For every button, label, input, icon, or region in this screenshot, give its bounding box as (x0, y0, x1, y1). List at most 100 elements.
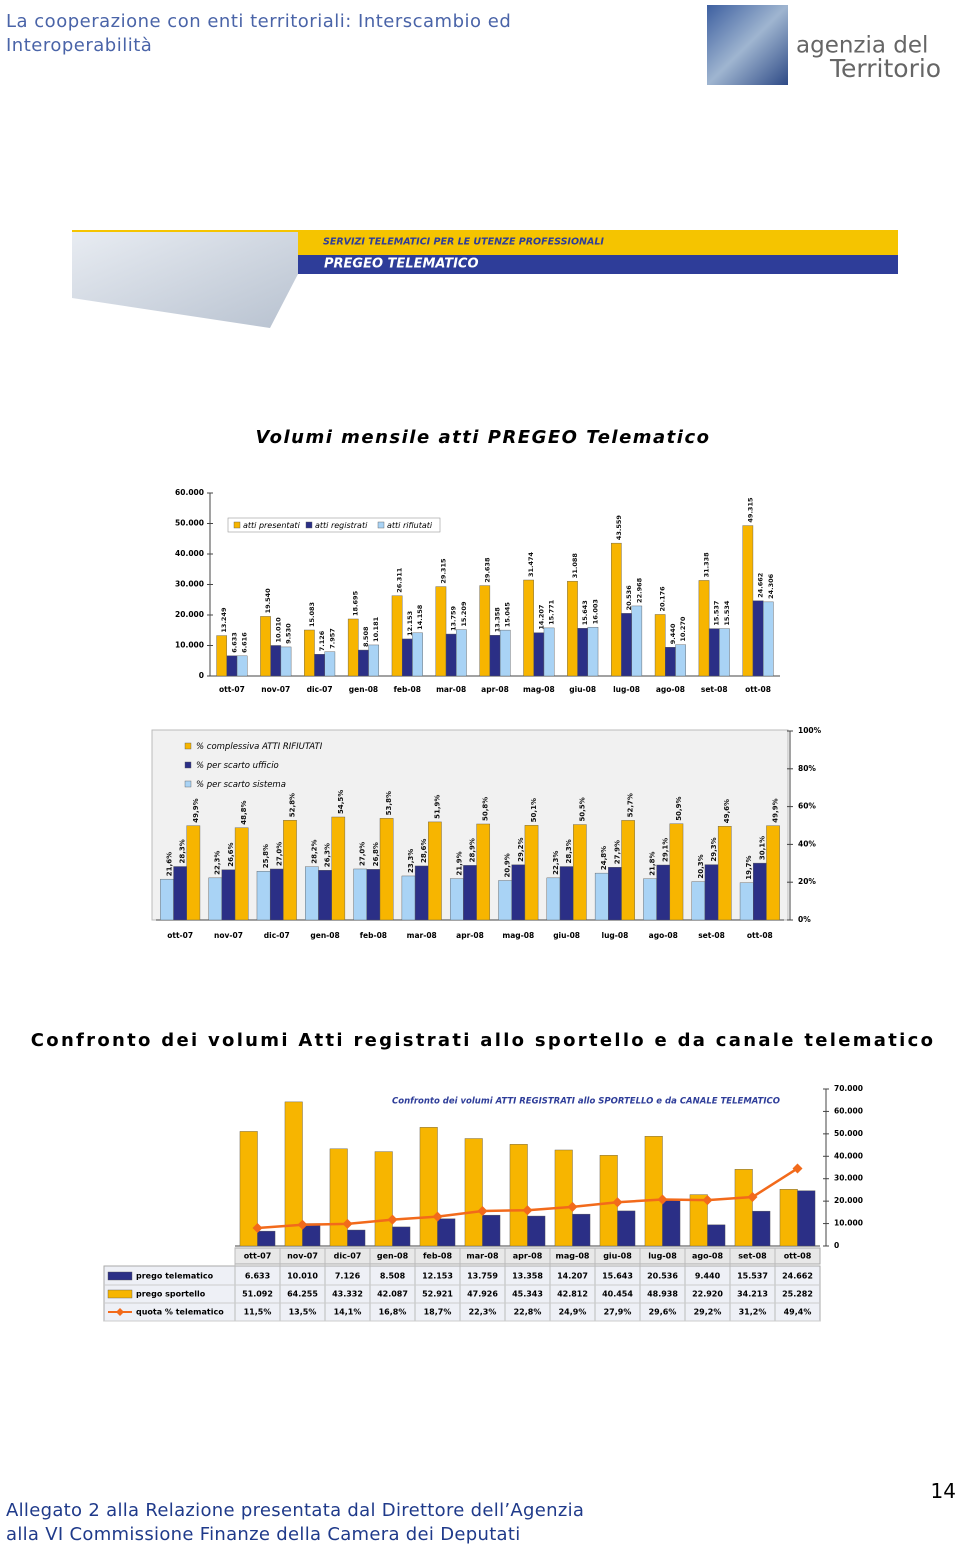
bar (707, 1224, 726, 1247)
data-label: 54,5% (337, 790, 345, 814)
bar (379, 818, 394, 921)
bar (476, 823, 491, 921)
data-label: 15.537 (713, 601, 721, 626)
table-cell: 42.812 (557, 1290, 588, 1299)
bar (449, 878, 464, 921)
y-tick-label: 60.000 (175, 488, 204, 497)
data-label: 15.643 (581, 600, 589, 625)
bar (617, 1210, 636, 1247)
data-label: 23,3% (407, 849, 415, 873)
x-tick-label: giu-08 (603, 1252, 632, 1261)
line-marker (657, 1194, 668, 1205)
table-cell: 64.255 (287, 1290, 318, 1299)
x-tick-label: apr-08 (513, 1252, 543, 1261)
bar (186, 825, 201, 921)
banner-title: PREGEO TELEMATICO (324, 257, 479, 272)
table-cell: 11,5% (244, 1308, 272, 1317)
y-tick-label: 80% (798, 764, 816, 773)
table-cell: 15.643 (602, 1272, 633, 1281)
bar (445, 633, 457, 677)
data-label: 19,7% (745, 855, 753, 879)
data-label: 10.181 (372, 616, 380, 642)
data-label: 7.126 (318, 630, 326, 651)
bar (554, 1149, 573, 1247)
data-label: 10.010 (274, 617, 282, 643)
x-tick-label: ott-07 (244, 1252, 272, 1261)
page-number: 14 (930, 1479, 956, 1503)
table-cell: 52.921 (422, 1290, 453, 1299)
legend-label: % complessiva ATTI RIFIUTATI (196, 742, 323, 752)
table-cell: 13.358 (512, 1272, 543, 1281)
x-tick-label: nov-07 (287, 1252, 318, 1261)
data-label: 49,9% (772, 798, 780, 822)
legend-swatch (184, 761, 192, 769)
legend-label: % per scarto ufficio (196, 761, 279, 771)
line-marker (567, 1201, 578, 1212)
bar (314, 654, 325, 677)
bar (256, 871, 271, 921)
bar (226, 655, 238, 677)
table-cell: 49,4% (784, 1308, 812, 1317)
bar (305, 866, 319, 921)
data-label: 14.158 (416, 604, 424, 630)
bar (511, 864, 526, 921)
x-tick-label: mar-08 (407, 931, 437, 940)
table-cell: 24.662 (782, 1272, 813, 1281)
table-cell: 6.633 (245, 1272, 270, 1281)
legend-label: quota % telematico (136, 1308, 224, 1317)
data-label: 15.083 (308, 602, 316, 627)
chart-title: Confronto dei volumi ATTI REGISTRATI all… (392, 1097, 780, 1107)
banner-subtitle: SERVIZI TELEMATICI PER LE UTENZE PROFESS… (323, 237, 604, 248)
table-cell: 10.010 (287, 1272, 318, 1281)
y-tick-label: 40% (798, 839, 816, 848)
bar (498, 880, 512, 921)
bar (234, 827, 249, 921)
data-label: 27,9% (613, 840, 621, 864)
bar (270, 645, 282, 677)
bar (753, 862, 767, 921)
legend-swatch (107, 1289, 133, 1299)
bar (572, 1213, 591, 1247)
bar (329, 1148, 348, 1247)
table-cell: 16,8% (379, 1308, 407, 1317)
bar (779, 1189, 798, 1247)
bar (208, 877, 223, 921)
footer-line: Allegato 2 alla Relazione presentata dal… (6, 1500, 585, 1521)
data-label: 15.209 (460, 601, 468, 627)
data-label: 52,7% (627, 793, 635, 817)
line-marker (432, 1211, 443, 1222)
data-label: 14.207 (537, 605, 545, 630)
data-label: 31.338 (703, 552, 711, 578)
data-label: 49.315 (746, 497, 754, 523)
table-cell: 14,1% (334, 1308, 362, 1317)
data-label: 13.249 (220, 607, 228, 633)
x-tick-label: ago-08 (692, 1252, 724, 1261)
x-tick-label: feb-08 (423, 1252, 453, 1261)
y-tick-label: 60.000 (834, 1106, 863, 1115)
legend-label: prego telematico (136, 1272, 214, 1281)
bar (665, 647, 676, 677)
bar (691, 881, 706, 921)
x-tick-label: giu-08 (569, 685, 596, 694)
bar (610, 542, 622, 677)
bar (587, 626, 599, 677)
y-tick-label: 10.000 (175, 641, 204, 650)
x-tick-label: set-08 (738, 1252, 767, 1261)
x-tick-label: mag-08 (556, 1252, 590, 1261)
x-tick-label: gen-08 (349, 685, 378, 694)
bar (216, 635, 228, 677)
bar (347, 618, 359, 677)
bar (559, 866, 574, 921)
data-label: 27,0% (359, 842, 367, 866)
chart: 0 10.000 20.000 30.000 40.000 50.000 60.000 ott… (175, 488, 780, 694)
bar (280, 646, 292, 677)
data-label: 29.315 (439, 558, 447, 584)
data-label: 49,9% (192, 798, 200, 822)
data-label: 52,8% (288, 793, 296, 817)
bar (435, 586, 447, 677)
bar (414, 865, 429, 921)
bar (608, 867, 622, 921)
line-marker (747, 1192, 758, 1203)
bar (524, 825, 539, 921)
x-tick-label: set-08 (701, 685, 728, 694)
